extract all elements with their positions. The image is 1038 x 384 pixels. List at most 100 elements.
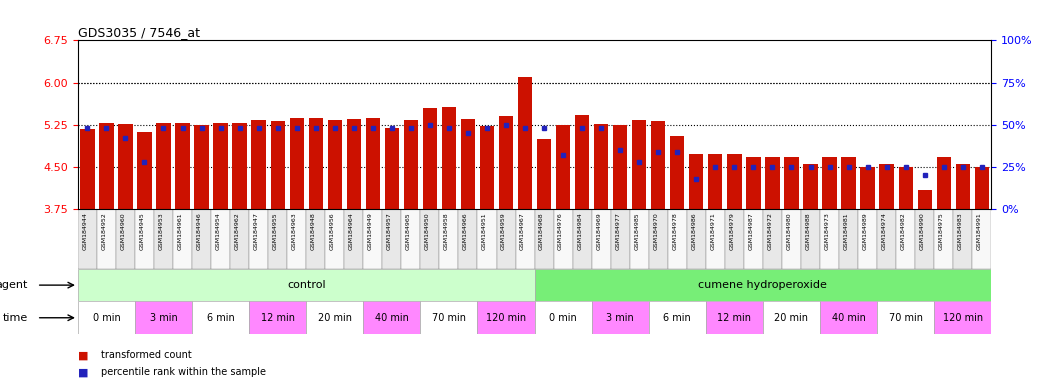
Bar <box>649 209 667 269</box>
Bar <box>363 209 382 269</box>
Text: GSM184958: GSM184958 <box>444 212 448 250</box>
Text: 70 min: 70 min <box>432 313 466 323</box>
Text: GSM184956: GSM184956 <box>330 212 334 250</box>
Bar <box>610 209 630 269</box>
Text: GSM184976: GSM184976 <box>558 212 563 250</box>
Text: 6 min: 6 min <box>663 313 691 323</box>
Text: GSM184985: GSM184985 <box>634 212 639 250</box>
Bar <box>268 209 288 269</box>
Bar <box>306 209 325 269</box>
Bar <box>422 108 437 209</box>
Bar <box>801 209 820 269</box>
Bar <box>842 157 855 209</box>
Bar <box>306 301 363 334</box>
Bar <box>78 209 97 269</box>
Bar <box>439 209 459 269</box>
Text: 0 min: 0 min <box>549 313 577 323</box>
Text: GSM184945: GSM184945 <box>139 212 144 250</box>
Bar <box>78 301 135 334</box>
Bar <box>918 190 932 209</box>
Bar <box>708 154 722 209</box>
Bar <box>746 157 761 209</box>
Text: percentile rank within the sample: percentile rank within the sample <box>101 367 266 377</box>
Bar <box>956 164 969 209</box>
Text: GSM184947: GSM184947 <box>253 212 258 250</box>
Text: GSM184989: GSM184989 <box>863 212 868 250</box>
Bar <box>820 209 839 269</box>
Bar <box>402 209 420 269</box>
Bar <box>763 209 782 269</box>
Bar <box>896 209 916 269</box>
Bar <box>345 209 363 269</box>
Text: GSM184948: GSM184948 <box>310 212 316 250</box>
Text: GSM184975: GSM184975 <box>938 212 944 250</box>
Text: 3 min: 3 min <box>606 313 634 323</box>
Bar <box>592 209 610 269</box>
Bar <box>516 209 535 269</box>
Text: GSM184977: GSM184977 <box>616 212 620 250</box>
Text: GSM184955: GSM184955 <box>273 212 277 250</box>
Bar <box>499 116 513 209</box>
Bar <box>649 301 706 334</box>
Bar <box>442 107 456 209</box>
Bar <box>97 209 116 269</box>
Bar <box>706 301 763 334</box>
Bar <box>347 119 361 209</box>
Bar <box>382 209 402 269</box>
Bar <box>194 125 209 209</box>
Bar <box>363 301 420 334</box>
Text: GSM184957: GSM184957 <box>387 212 391 250</box>
Text: GSM184991: GSM184991 <box>977 212 982 250</box>
Bar <box>553 209 573 269</box>
Text: 20 min: 20 min <box>318 313 352 323</box>
Bar <box>135 301 192 334</box>
Text: GSM184969: GSM184969 <box>596 212 601 250</box>
Bar <box>877 301 934 334</box>
Text: GSM184954: GSM184954 <box>216 212 220 250</box>
Bar <box>80 129 94 209</box>
Text: GSM184970: GSM184970 <box>653 212 658 250</box>
Bar <box>782 209 801 269</box>
Text: GSM184960: GSM184960 <box>120 212 126 250</box>
Bar <box>687 209 706 269</box>
Text: 0 min: 0 min <box>92 313 120 323</box>
Text: agent: agent <box>0 280 28 290</box>
Text: GSM184973: GSM184973 <box>824 212 829 250</box>
Text: 20 min: 20 min <box>774 313 809 323</box>
Bar <box>135 209 154 269</box>
Text: GSM184983: GSM184983 <box>958 212 962 250</box>
Text: GSM184971: GSM184971 <box>710 212 715 250</box>
Bar <box>290 118 304 209</box>
Bar <box>233 123 247 209</box>
Bar <box>192 301 249 334</box>
Text: 70 min: 70 min <box>889 313 923 323</box>
Bar <box>630 209 649 269</box>
Text: 6 min: 6 min <box>207 313 235 323</box>
Bar <box>78 269 535 301</box>
Text: GSM184986: GSM184986 <box>691 212 696 250</box>
Bar <box>537 139 551 209</box>
Text: GSM184978: GSM184978 <box>673 212 677 250</box>
Text: GSM184959: GSM184959 <box>501 212 507 250</box>
Bar <box>420 301 477 334</box>
Text: transformed count: transformed count <box>101 350 191 360</box>
Bar <box>459 209 477 269</box>
Bar <box>461 119 475 209</box>
Text: GDS3035 / 7546_at: GDS3035 / 7546_at <box>78 26 200 39</box>
Bar <box>385 127 399 209</box>
Text: GSM184949: GSM184949 <box>367 212 373 250</box>
Text: GSM184980: GSM184980 <box>787 212 791 250</box>
Bar <box>975 167 989 209</box>
Bar <box>100 123 113 209</box>
Bar <box>116 209 135 269</box>
Text: GSM184944: GSM184944 <box>82 212 87 250</box>
Text: GSM184950: GSM184950 <box>425 212 430 250</box>
Bar <box>613 125 627 209</box>
Bar <box>879 164 894 209</box>
Bar <box>689 154 704 209</box>
Bar <box>420 209 439 269</box>
Bar <box>118 124 133 209</box>
Text: 40 min: 40 min <box>831 313 866 323</box>
Bar <box>535 301 592 334</box>
Text: GSM184964: GSM184964 <box>349 212 354 250</box>
